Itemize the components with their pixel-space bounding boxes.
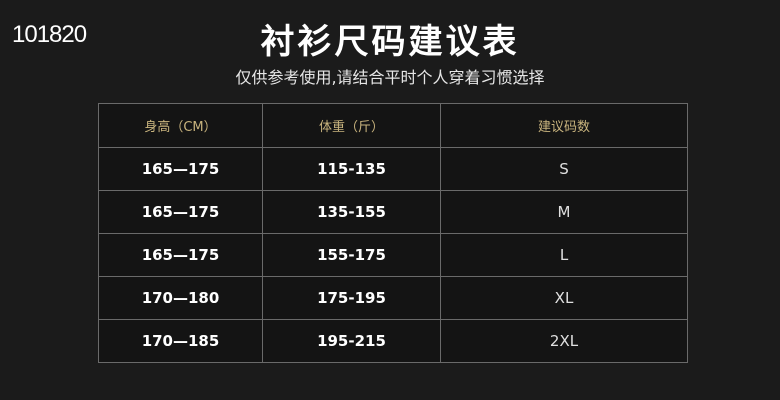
- cell-weight: 195-215: [262, 319, 441, 363]
- page-subtitle: 仅供参考使用,请结合平时个人穿着习惯选择: [235, 68, 545, 87]
- header-weight: 体重（斤）: [262, 103, 441, 148]
- cell-height: 170—180: [98, 276, 263, 320]
- page-title: 衬衫尺码建议表: [260, 22, 520, 62]
- header-height: 身高（CM）: [98, 103, 263, 148]
- table-row: 165—175 135-155 M: [98, 190, 688, 234]
- corner-number: 101820: [12, 21, 87, 48]
- table-row: 165—175 115-135 S: [98, 147, 688, 191]
- cell-size: 2XL: [440, 319, 688, 363]
- cell-size: XL: [440, 276, 688, 320]
- cell-size: S: [440, 147, 688, 191]
- header-size: 建议码数: [440, 103, 688, 148]
- cell-weight: 135-155: [262, 190, 441, 234]
- cell-weight: 155-175: [262, 233, 441, 277]
- cell-weight: 175-195: [262, 276, 441, 320]
- cell-height: 165—175: [98, 147, 263, 191]
- cell-weight: 115-135: [262, 147, 441, 191]
- size-chart-table: 身高（CM） 体重（斤） 建议码数 165—175 115-135 S 165—175…: [98, 103, 688, 363]
- cell-size: M: [440, 190, 688, 234]
- table-row: 170—185 195-215 2XL: [98, 319, 688, 363]
- cell-size: L: [440, 233, 688, 277]
- table-row: 165—175 155-175 L: [98, 233, 688, 277]
- cell-height: 170—185: [98, 319, 263, 363]
- table-header-row: 身高（CM） 体重（斤） 建议码数: [98, 103, 688, 148]
- cell-height: 165—175: [98, 233, 263, 277]
- cell-height: 165—175: [98, 190, 263, 234]
- table-row: 170—180 175-195 XL: [98, 276, 688, 320]
